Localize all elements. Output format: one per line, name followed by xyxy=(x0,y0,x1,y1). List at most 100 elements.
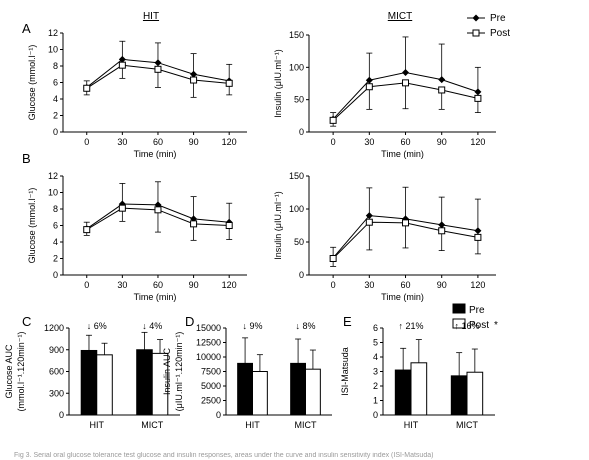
y-tick-label: 3 xyxy=(373,367,378,377)
y-tick-label: 2500 xyxy=(201,396,221,406)
bar-post xyxy=(252,371,268,416)
x-tick-label: 90 xyxy=(437,137,447,147)
category-label: MICT xyxy=(456,420,478,430)
y-tick-label: 15000 xyxy=(196,323,221,333)
series-post xyxy=(329,218,482,267)
data-point-square xyxy=(365,218,373,226)
x-tick-label: 90 xyxy=(437,280,447,290)
x-tick-label: 60 xyxy=(153,280,163,290)
x-tick-label: 60 xyxy=(401,137,411,147)
legend-bar-post-label: Post xyxy=(469,320,489,331)
y-axis-label: Insulin AUC xyxy=(162,347,172,395)
x-tick-label: 0 xyxy=(331,280,336,290)
change-annotation: ↑ 21% xyxy=(398,321,423,331)
column-title-hit: HIT xyxy=(143,11,159,22)
data-point-square xyxy=(402,219,410,227)
y-axis-label: ISI-Matsuda xyxy=(340,347,350,396)
series-post xyxy=(83,61,233,98)
data-point-square xyxy=(329,255,337,262)
y-axis-label-units: (μIU.ml⁻¹.120min⁻¹) xyxy=(174,332,184,412)
bar-pre xyxy=(237,362,254,416)
legend-post-marker xyxy=(472,29,480,37)
y-tick-label: 150 xyxy=(289,30,304,40)
data-point-diamond xyxy=(365,212,373,220)
x-tick-label: 30 xyxy=(364,280,374,290)
x-tick-label: 120 xyxy=(470,137,485,147)
figure-caption: Fig 3. Serial oral glucose tolerance tes… xyxy=(14,452,434,459)
panel-letter: A xyxy=(22,21,31,36)
y-tick-label: 2 xyxy=(373,381,378,391)
bar-pre xyxy=(80,349,98,416)
data-point-square xyxy=(329,116,337,124)
x-axis-label: Time (min) xyxy=(381,149,424,159)
change-annotation: ↓ 6% xyxy=(87,321,107,331)
y-tick-label: 4 xyxy=(53,237,58,247)
y-axis-label: Insulin (μIU.ml⁻¹) xyxy=(273,49,283,117)
x-tick-label: 0 xyxy=(331,137,336,147)
x-tick-label: 30 xyxy=(364,137,374,147)
y-axis-label: Glucose (mmol.l⁻¹) xyxy=(27,45,37,121)
data-point-diamond xyxy=(474,88,482,96)
y-tick-label: 0 xyxy=(216,410,221,420)
y-tick-label: 0 xyxy=(59,410,64,420)
x-tick-label: 60 xyxy=(153,137,163,147)
data-point-square xyxy=(474,233,482,241)
y-tick-label: 900 xyxy=(49,345,64,355)
x-tick-label: 120 xyxy=(470,280,485,290)
data-point-square xyxy=(438,86,446,94)
data-point-square xyxy=(402,79,410,87)
category-label: MICT xyxy=(295,420,317,430)
y-tick-label: 0 xyxy=(373,410,378,420)
bar-pre xyxy=(394,369,412,416)
y-tick-label: 0 xyxy=(299,270,304,280)
data-point-square xyxy=(225,79,233,87)
y-tick-label: 100 xyxy=(289,62,304,72)
panel-letter: B xyxy=(22,151,31,166)
legend-pre-label: Pre xyxy=(490,13,506,24)
y-tick-label: 10000 xyxy=(196,352,221,362)
y-tick-label: 8 xyxy=(53,61,58,71)
y-tick-label: 4 xyxy=(53,94,58,104)
y-axis-label-units: (mmol.l⁻¹.120min⁻¹) xyxy=(16,331,26,411)
series-post xyxy=(329,79,482,127)
x-axis-label: Time (min) xyxy=(134,292,177,302)
bar-post xyxy=(305,368,321,416)
x-tick-label: 0 xyxy=(84,280,89,290)
y-tick-label: 10 xyxy=(48,188,58,198)
x-axis-label: Time (min) xyxy=(134,149,177,159)
data-point-square xyxy=(83,84,91,92)
panel-letter: E xyxy=(343,314,352,329)
bar-pre xyxy=(290,362,307,416)
y-tick-label: 2 xyxy=(53,254,58,264)
y-tick-label: 0 xyxy=(299,127,304,137)
column-title-mict: MICT xyxy=(388,11,412,22)
y-tick-label: 1200 xyxy=(44,323,64,333)
data-point-square xyxy=(154,65,162,73)
change-annotation: ↑ 16% xyxy=(454,321,479,331)
x-tick-label: 0 xyxy=(84,137,89,147)
y-axis-label: Insulin (μIU.ml⁻¹) xyxy=(273,191,283,259)
y-tick-label: 0 xyxy=(53,270,58,280)
y-tick-label: 6 xyxy=(53,78,58,88)
y-tick-label: 6 xyxy=(53,221,58,231)
data-point-square xyxy=(118,204,126,212)
y-axis-label: Glucose AUC xyxy=(4,344,14,399)
y-tick-label: 600 xyxy=(49,367,64,377)
legend-pre-marker xyxy=(472,14,480,22)
y-tick-label: 5000 xyxy=(201,381,221,391)
y-tick-label: 50 xyxy=(294,95,304,105)
y-tick-label: 7500 xyxy=(201,367,221,377)
category-label: HIT xyxy=(245,420,260,430)
y-tick-label: 8 xyxy=(53,204,58,214)
x-tick-label: 120 xyxy=(222,137,237,147)
bar-post xyxy=(410,362,428,416)
x-tick-label: 90 xyxy=(189,280,199,290)
y-tick-label: 12 xyxy=(48,28,58,38)
data-point-square xyxy=(438,227,446,235)
data-point-square xyxy=(474,94,482,102)
series-post xyxy=(83,204,233,241)
data-point-square xyxy=(154,206,162,214)
